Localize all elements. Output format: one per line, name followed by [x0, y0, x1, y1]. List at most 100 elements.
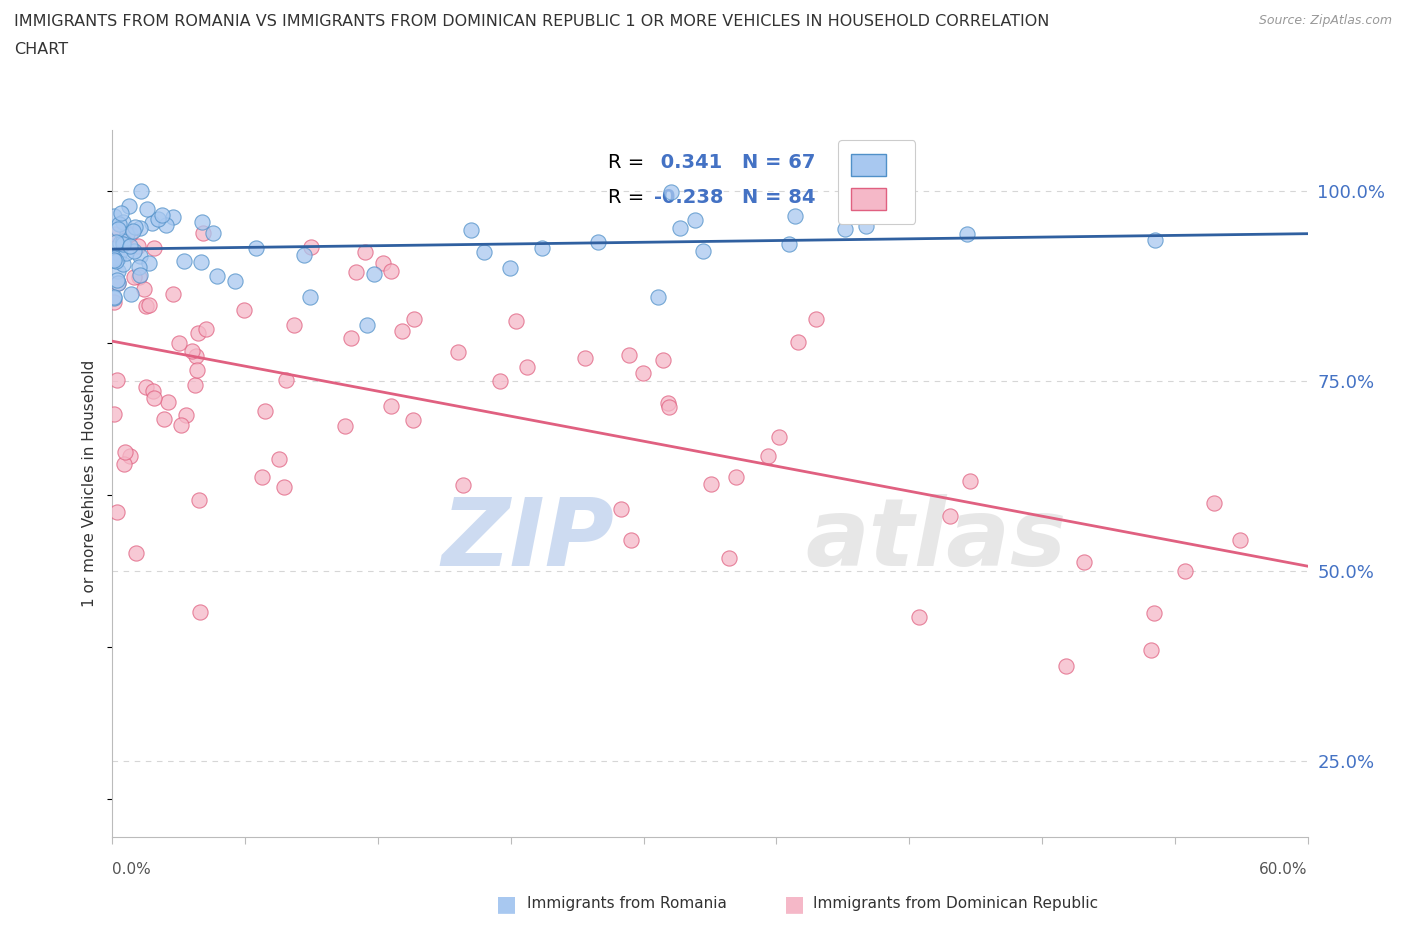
Point — [460, 223, 482, 238]
Point — [122, 270, 145, 285]
Point — [1144, 232, 1167, 247]
Point — [143, 391, 166, 405]
Point — [107, 221, 129, 236]
Point — [651, 352, 673, 367]
Point — [150, 207, 173, 222]
Point — [224, 273, 246, 288]
Point — [700, 477, 723, 492]
Point — [1202, 496, 1225, 511]
Point — [138, 298, 160, 312]
Text: Immigrants from Romania: Immigrants from Romania — [527, 897, 727, 911]
Point — [112, 215, 135, 230]
Point — [254, 404, 277, 418]
Point — [202, 226, 225, 241]
Point — [586, 234, 609, 249]
Point — [135, 379, 157, 394]
Point — [186, 363, 208, 378]
Text: 0.0%: 0.0% — [112, 862, 152, 877]
Point — [128, 220, 150, 235]
Point — [112, 236, 135, 251]
Point — [717, 551, 740, 565]
Point — [103, 208, 125, 223]
Point — [195, 322, 218, 337]
Point — [1054, 658, 1077, 673]
Point — [167, 336, 190, 351]
Point — [128, 270, 150, 285]
Point — [170, 418, 193, 433]
Point — [110, 206, 132, 220]
Text: 0.341: 0.341 — [654, 153, 723, 171]
Point — [451, 478, 474, 493]
Point — [174, 407, 197, 422]
Point — [340, 331, 363, 346]
Point — [516, 360, 538, 375]
Point — [252, 470, 274, 485]
Text: Source: ZipAtlas.com: Source: ZipAtlas.com — [1258, 14, 1392, 27]
Point — [103, 251, 125, 266]
Point — [834, 222, 856, 237]
Point — [129, 183, 152, 198]
Point — [756, 449, 779, 464]
Point — [356, 317, 378, 332]
Point — [107, 275, 129, 290]
Point — [908, 609, 931, 624]
Text: Immigrants from Dominican Republic: Immigrants from Dominican Republic — [813, 897, 1098, 911]
Point — [115, 226, 138, 241]
Point — [402, 413, 425, 428]
Point — [804, 311, 827, 325]
Text: R =: R = — [609, 188, 651, 206]
Point — [104, 234, 127, 249]
Point — [191, 226, 214, 241]
Legend: , : , — [838, 140, 915, 224]
Point — [574, 351, 596, 365]
Point — [292, 247, 315, 262]
Point — [135, 299, 157, 313]
Point — [692, 244, 714, 259]
Text: R =: R = — [609, 153, 651, 171]
Point — [1140, 643, 1163, 658]
Point — [183, 378, 205, 392]
Point — [105, 505, 128, 520]
Point — [659, 185, 682, 200]
Point — [959, 473, 981, 488]
Point — [162, 209, 184, 224]
Point — [631, 365, 654, 380]
Point — [104, 227, 127, 242]
Text: 60.0%: 60.0% — [1260, 862, 1308, 877]
Point — [103, 290, 125, 305]
Point — [299, 239, 322, 254]
Text: -0.238: -0.238 — [654, 188, 723, 206]
Point — [132, 281, 155, 296]
Point — [283, 318, 305, 333]
Point — [333, 418, 356, 433]
Point — [118, 238, 141, 253]
Point — [344, 264, 367, 279]
Point — [142, 383, 165, 398]
Point — [363, 267, 385, 282]
Point — [128, 259, 150, 274]
Point — [173, 253, 195, 268]
Point — [111, 256, 134, 271]
Point — [141, 216, 163, 231]
Point — [472, 245, 495, 259]
Point — [187, 326, 209, 341]
Point — [129, 268, 152, 283]
Point — [157, 394, 180, 409]
Point — [122, 223, 145, 238]
Point — [129, 249, 152, 264]
Point — [768, 430, 790, 445]
Point — [108, 235, 131, 250]
Point — [499, 261, 522, 276]
Point — [124, 219, 146, 234]
Point — [120, 287, 142, 302]
Point — [103, 406, 125, 421]
Point — [115, 246, 138, 260]
Point — [724, 470, 747, 485]
Point — [184, 349, 207, 364]
Point — [120, 448, 142, 463]
Point — [138, 256, 160, 271]
Point — [658, 400, 681, 415]
Point — [188, 604, 211, 619]
Text: atlas: atlas — [806, 494, 1067, 586]
Point — [391, 324, 413, 339]
